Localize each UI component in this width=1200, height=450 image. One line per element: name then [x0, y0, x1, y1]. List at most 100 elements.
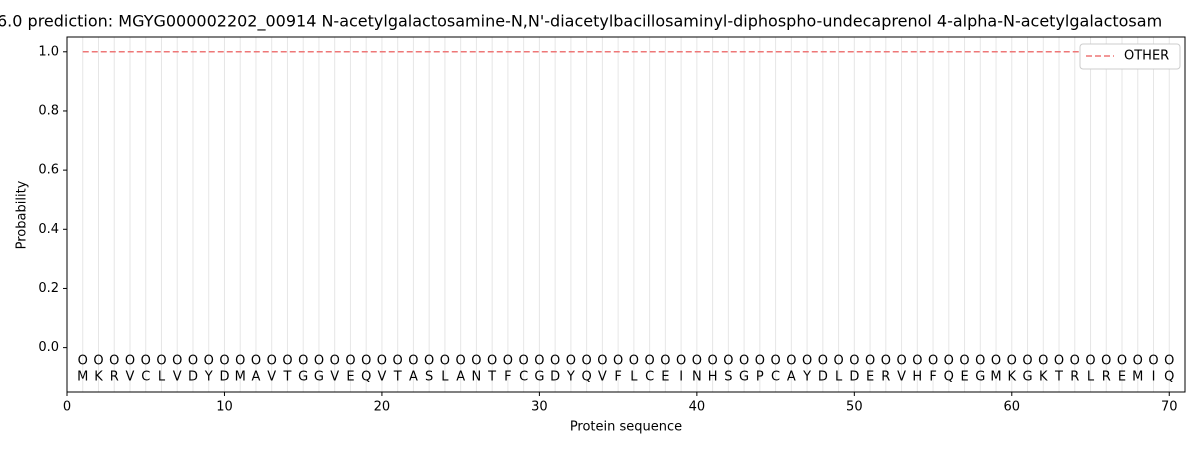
residue-label: O	[204, 354, 214, 369]
residue: E	[1118, 370, 1126, 385]
residue: R	[110, 370, 119, 385]
residue: G	[314, 370, 324, 385]
residue: L	[441, 370, 449, 385]
residue-label: O	[109, 354, 119, 369]
residue: H	[708, 370, 718, 385]
residue: Q	[361, 370, 371, 385]
residue-label: O	[833, 354, 843, 369]
residue: V	[330, 370, 339, 385]
residue-label: O	[566, 354, 576, 369]
residue-label: O	[456, 354, 466, 369]
residue: E	[661, 370, 669, 385]
residue: I	[679, 370, 683, 385]
residue-label: O	[613, 354, 623, 369]
chart-title: 6.0 prediction: MGYG000002202_00914 N-ac…	[0, 12, 1162, 32]
residue: Q	[582, 370, 592, 385]
residue-label: O	[629, 354, 639, 369]
residue: F	[929, 370, 936, 385]
y-axis-label: Probability	[15, 180, 30, 249]
x-tick-label: 50	[846, 400, 863, 415]
residue-label: O	[597, 354, 607, 369]
y-tick-label: 0.0	[38, 340, 59, 355]
residue-label: O	[881, 354, 891, 369]
residue-label: O	[282, 354, 292, 369]
residue: G	[298, 370, 308, 385]
y-tick-label: 0.6	[38, 163, 59, 178]
residue-label: O	[1038, 354, 1048, 369]
residue: D	[818, 370, 828, 385]
residue: M	[1132, 370, 1143, 385]
residue-label: O	[582, 354, 592, 369]
residue-label: O	[1070, 354, 1080, 369]
residue-label: O	[739, 354, 749, 369]
residue-label: O	[125, 354, 135, 369]
residue-label: O	[267, 354, 277, 369]
residue-label: O	[755, 354, 765, 369]
residue: P	[756, 370, 764, 385]
residue: G	[1022, 370, 1032, 385]
residue-label: O	[440, 354, 450, 369]
residue: T	[1054, 370, 1063, 385]
residue: C	[519, 370, 528, 385]
residue-label: O	[235, 354, 245, 369]
residue-label: O	[849, 354, 859, 369]
residue-label: O	[928, 354, 938, 369]
residue: R	[1102, 370, 1111, 385]
residue-label: O	[818, 354, 828, 369]
residue: E	[866, 370, 874, 385]
legend-label: OTHER	[1124, 49, 1169, 64]
residue-label: O	[487, 354, 497, 369]
residue: E	[960, 370, 968, 385]
residue-label: O	[156, 354, 166, 369]
residue: M	[235, 370, 246, 385]
residue: M	[990, 370, 1001, 385]
y-tick-label: 1.0	[38, 44, 59, 59]
residue: V	[267, 370, 276, 385]
residue-label: O	[802, 354, 812, 369]
residue: C	[645, 370, 654, 385]
residue: Y	[802, 370, 811, 385]
residue-label: O	[707, 354, 717, 369]
residue: K	[1008, 370, 1017, 385]
residue-label: O	[676, 354, 686, 369]
residue-label: O	[865, 354, 875, 369]
residue: D	[219, 370, 229, 385]
residue: Y	[204, 370, 213, 385]
x-tick-label: 0	[63, 400, 71, 415]
residue: K	[1039, 370, 1048, 385]
residue: V	[897, 370, 906, 385]
residue-label: O	[786, 354, 796, 369]
residue: L	[630, 370, 638, 385]
residue: A	[252, 370, 261, 385]
residue: C	[141, 370, 150, 385]
residue: S	[425, 370, 433, 385]
legend-box	[1079, 43, 1181, 70]
residue: G	[975, 370, 985, 385]
residue: F	[614, 370, 621, 385]
residue: K	[94, 370, 103, 385]
residue: A	[787, 370, 796, 385]
residue-label: O	[1007, 354, 1017, 369]
residue: S	[724, 370, 732, 385]
residue: E	[346, 370, 354, 385]
residue-label: O	[298, 354, 308, 369]
residue-label: O	[975, 354, 985, 369]
residue-label: O	[408, 354, 418, 369]
residue-label: O	[912, 354, 922, 369]
residue-label: O	[991, 354, 1001, 369]
residue-label: O	[330, 354, 340, 369]
residue-label: O	[534, 354, 544, 369]
residue: Q	[1164, 370, 1174, 385]
residue-label: O	[944, 354, 954, 369]
residue-label: O	[896, 354, 906, 369]
residue: N	[692, 370, 702, 385]
x-tick-label: 30	[531, 400, 548, 415]
residue-label: O	[645, 354, 655, 369]
x-tick-label: 60	[1004, 400, 1021, 415]
residue: N	[472, 370, 482, 385]
residue: L	[1087, 370, 1095, 385]
y-tick-label: 0.8	[38, 103, 59, 118]
residue: V	[598, 370, 607, 385]
residue: T	[393, 370, 402, 385]
